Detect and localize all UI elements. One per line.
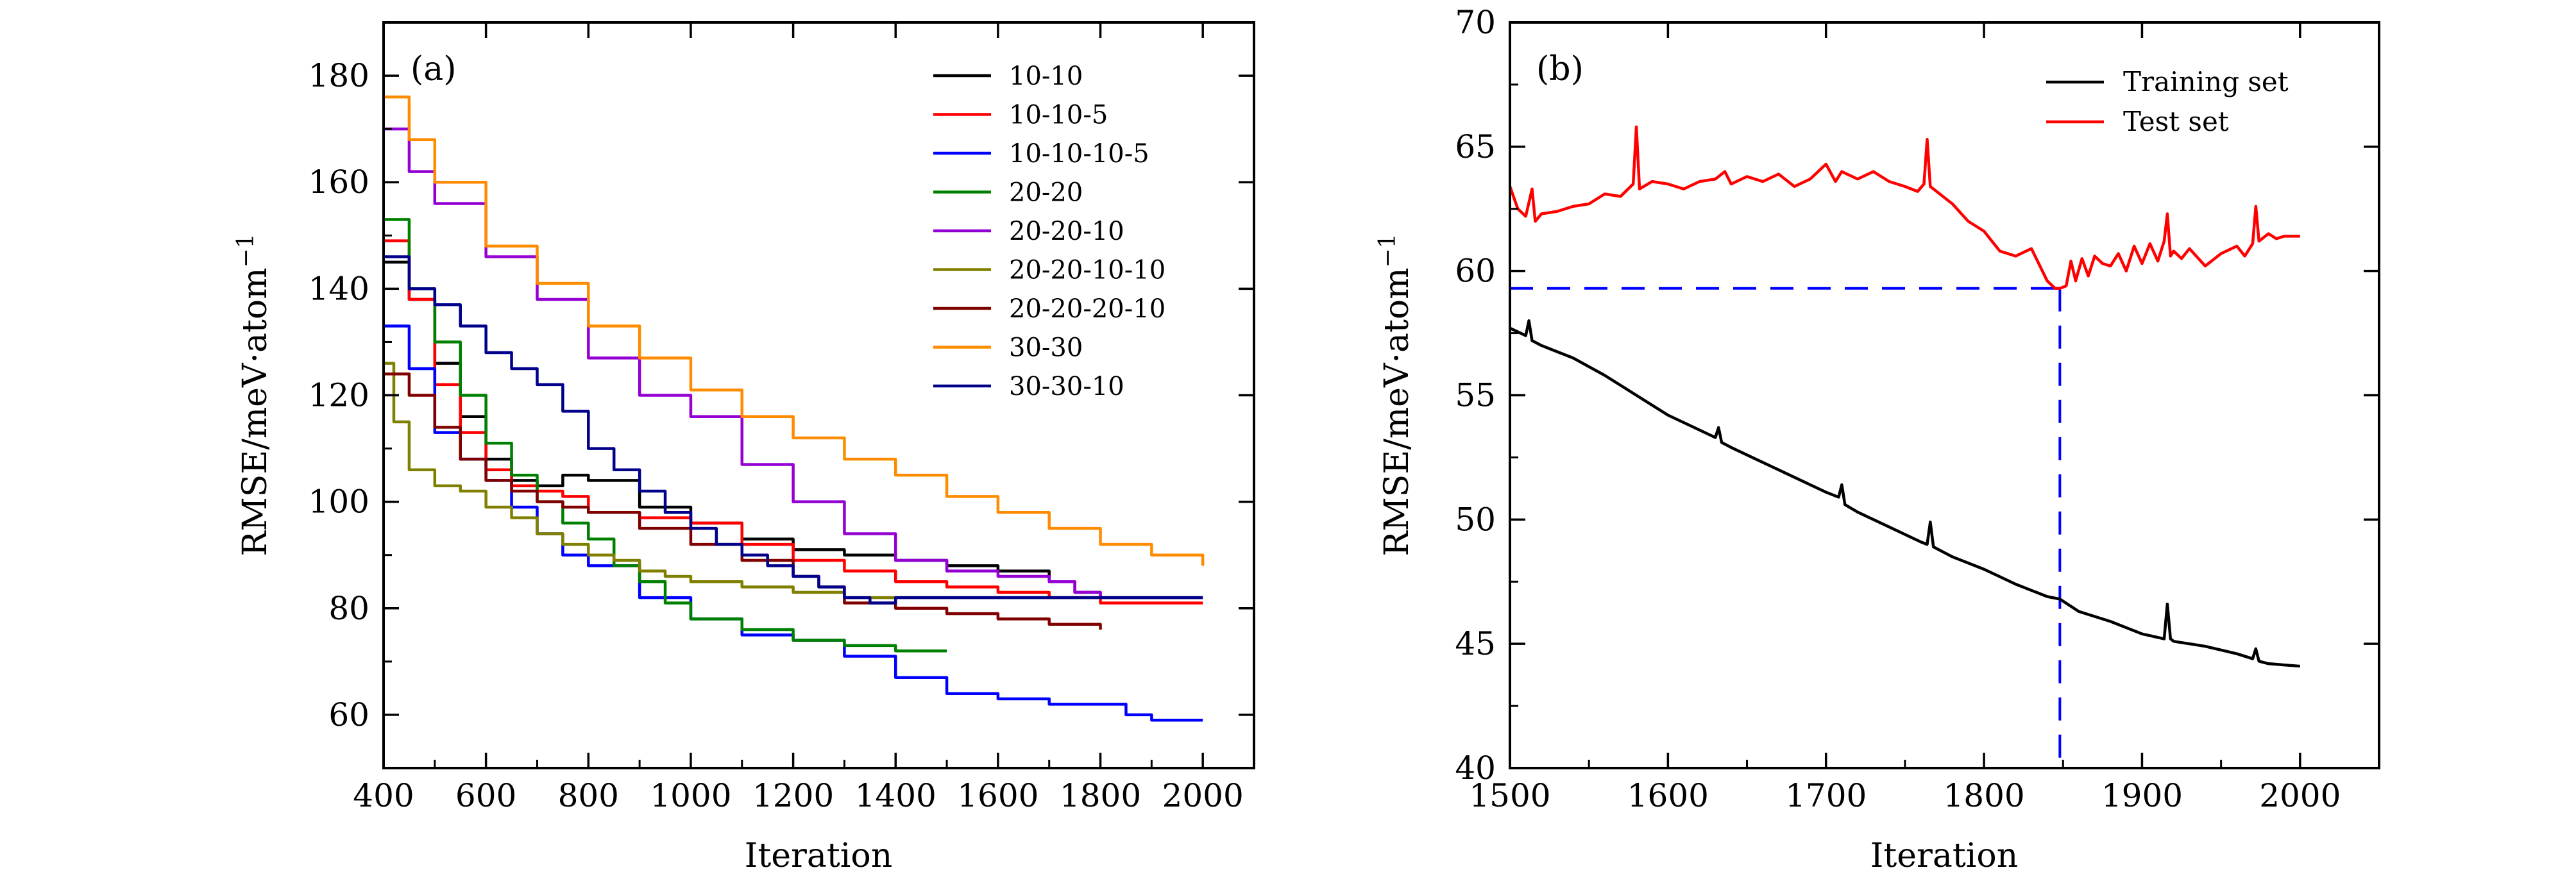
- x-tick-label: 1600: [1627, 777, 1709, 814]
- x-axis-title-b: Iteration: [1870, 837, 2018, 875]
- x-tick-label: 600: [455, 777, 516, 814]
- panel-label-b: (b): [1536, 50, 1584, 88]
- x-tick-label: 1200: [752, 777, 834, 814]
- legend-a: 10-10 10-10-5 10-10-10-5 20-20 20-20-10 20-20…: [933, 62, 1165, 401]
- legend-label: Training set: [2123, 66, 2289, 97]
- y-tick-label: 55: [1455, 377, 1496, 414]
- x-axis-title-a: Iteration: [745, 837, 892, 875]
- x-tick-label: 2000: [2259, 777, 2341, 814]
- series-line-20-20-10-10: [384, 362, 1101, 599]
- series-line-test-set: [1508, 125, 2300, 290]
- legend-label: 10-10-5: [1009, 101, 1108, 130]
- y-tick-label: 120: [309, 377, 369, 414]
- y-tick-label: 65: [1455, 128, 1496, 165]
- y-tick-label: 45: [1455, 625, 1496, 662]
- y-axis-title-b-main: RMSE/meV·atom: [1378, 267, 1416, 556]
- x-axis-a: 400 600 800 1000 1200 1400 1600 1800 2000: [353, 22, 1244, 814]
- legend-label: 20-20-10-10: [1009, 256, 1165, 285]
- y-tick-label: 80: [328, 590, 369, 627]
- legend-label: 30-30-10: [1009, 372, 1124, 401]
- x-tick-label: 800: [558, 777, 619, 814]
- x-tick-label: 400: [353, 777, 414, 814]
- x-tick-label: 1800: [1060, 777, 1141, 814]
- y-axis-title-b-sup: −1: [1375, 233, 1401, 267]
- series-line-training-set: [1509, 319, 2300, 668]
- x-tick-label: 1500: [1469, 777, 1550, 814]
- y-axis-a: 60 80 100 120 140 160 180: [309, 57, 1254, 733]
- series-line-30-30-10: [384, 255, 1203, 605]
- y-tick-label: 60: [1455, 253, 1496, 290]
- y-tick-label: 60: [328, 696, 369, 733]
- legend-label: 20-20-20-10: [1009, 294, 1165, 324]
- y-axis-title-a-sup: −1: [233, 233, 259, 267]
- y-tick-label: 180: [309, 57, 369, 94]
- y-tick-label: 40: [1455, 749, 1496, 787]
- x-tick-label: 1900: [2101, 777, 2183, 814]
- x-tick-label: 1000: [650, 777, 731, 814]
- y-tick-label: 70: [1455, 4, 1496, 41]
- x-tick-label: 1600: [957, 777, 1038, 814]
- series-line-20-20: [384, 218, 947, 653]
- legend-label: 10-10-10-5: [1009, 139, 1149, 169]
- plot-area-a: [384, 96, 1205, 722]
- series-line-30-30: [384, 96, 1205, 566]
- y-axis-title-a-main: RMSE/meV·atom: [236, 267, 275, 556]
- x-tick-label: 1700: [1785, 777, 1867, 814]
- x-axis-b: 1500 1600 1700 1800 1900 2000: [1469, 22, 2341, 814]
- legend-label: 20-20-10: [1009, 217, 1124, 246]
- y-tick-label: 100: [309, 483, 369, 521]
- y-axis-title-a: RMSE/meV·atom−1: [233, 233, 275, 556]
- legend-b: Training set Test set: [2046, 66, 2289, 137]
- x-tick-label: 2000: [1162, 777, 1244, 814]
- legend-label: 30-30: [1009, 333, 1083, 363]
- x-tick-label: 1800: [1943, 777, 2024, 814]
- y-tick-label: 50: [1455, 501, 1496, 538]
- legend-label: 20-20: [1009, 178, 1083, 208]
- y-tick-label: 140: [309, 270, 369, 307]
- x-tick-label: 1400: [855, 777, 936, 814]
- panel-a: 400 600 800 1000 1200 1400 1600 1800 2000 60 80 10…: [233, 21, 1255, 875]
- panel-b: 1500 1600 1700 1800 1900 2000 40455055606570 …: [1375, 4, 2380, 875]
- legend-label: Test set: [2123, 106, 2229, 137]
- reference-lines-b: [1510, 287, 2062, 768]
- y-axis-title-b: RMSE/meV·atom−1: [1375, 233, 1416, 556]
- plot-area-b: [1508, 125, 2300, 668]
- y-axis-b: 40 45 50 55 60 65 70: [1455, 4, 2379, 787]
- legend-label: 10-10: [1009, 62, 1083, 91]
- y-tick-label: 160: [309, 163, 369, 201]
- panel-label-a: (a): [411, 50, 457, 88]
